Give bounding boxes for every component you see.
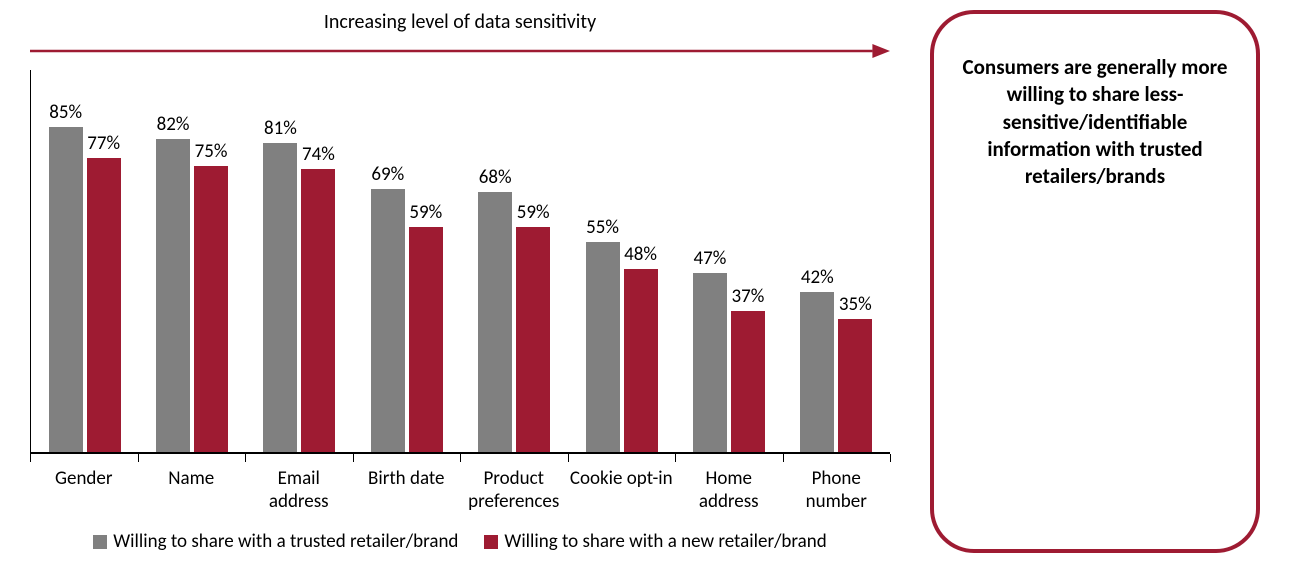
callout-panel: Consumers are generally more willing to … (930, 10, 1260, 553)
axis-tick (460, 454, 461, 462)
axis-tick (245, 454, 246, 462)
category-group: 82%75% (138, 70, 245, 452)
x-axis-labels: GenderNameEmail addressBirth dateProduct… (30, 462, 890, 514)
sensitivity-arrow: Increasing level of data sensitivity (30, 10, 890, 70)
x-category-label: Product preferences (460, 462, 568, 514)
legend: Willing to share with a trusted retailer… (30, 530, 890, 553)
bar: 85% (49, 127, 83, 452)
bar: 82% (156, 139, 190, 453)
bar: 35% (838, 319, 872, 453)
bar-value-label: 55% (573, 216, 633, 239)
bar-value-label: 77% (74, 132, 134, 155)
bar: 59% (516, 227, 550, 453)
legend-label: Willing to share with a new retailer/bra… (504, 530, 826, 553)
bar-value-label: 42% (787, 266, 847, 289)
category-group: 47% 37% (675, 70, 782, 452)
bar-value-label: 35% (825, 293, 885, 316)
bar-value-label: 59% (503, 201, 563, 224)
x-category-label: Name (138, 462, 246, 514)
bar-value-label: 47% (680, 247, 740, 270)
axis-tick (353, 454, 354, 462)
bars-row: 85%77%82%75%81%74%69%59%68%59%55%48%47%3… (30, 70, 890, 454)
arrow-icon (30, 40, 890, 62)
legend-swatch (93, 535, 107, 549)
x-axis-ticks (30, 454, 890, 462)
bar-value-label: 69% (358, 163, 418, 186)
bar: 69% (371, 189, 405, 453)
category-group: 85%77% (31, 70, 138, 452)
legend-swatch (484, 535, 498, 549)
category-group: 69%59% (353, 70, 460, 452)
bar: 75% (194, 166, 228, 453)
axis-tick (675, 454, 676, 462)
bar: 68% (478, 192, 512, 452)
bar-value-label: 74% (288, 143, 348, 166)
x-category-label: Birth date (353, 462, 461, 514)
axis-tick (568, 454, 569, 462)
bar-value-label: 81% (250, 117, 310, 140)
figure-container: Increasing level of data sensitivity 85%… (0, 0, 1290, 563)
x-category-label: Phone number (783, 462, 891, 514)
legend-label: Willing to share with a trusted retailer… (113, 530, 458, 553)
bar-value-label: 59% (396, 201, 456, 224)
category-group: 68%59% (461, 70, 568, 452)
chart-panel: Increasing level of data sensitivity 85%… (30, 10, 890, 553)
axis-tick (783, 454, 784, 462)
axis-tick (890, 454, 891, 462)
category-group: 55%48% (568, 70, 675, 452)
bar: 81% (263, 143, 297, 453)
bar: 48% (624, 269, 658, 453)
chart-area: 85%77%82%75%81%74%69%59%68%59%55%48%47%3… (30, 70, 890, 553)
bar-value-label: 68% (465, 166, 525, 189)
legend-item: Willing to share with a new retailer/bra… (484, 530, 826, 553)
category-group: 42%35% (783, 70, 890, 452)
x-category-label: Gender (30, 462, 138, 514)
axis-tick (138, 454, 139, 462)
bar-value-label: 48% (611, 243, 671, 266)
legend-item: Willing to share with a trusted retailer… (93, 530, 458, 553)
x-category-label: Cookie opt-in (568, 462, 676, 514)
x-category-label: Home address (675, 462, 783, 514)
bar: 59% (409, 227, 443, 453)
bar-value-label: 37% (718, 285, 778, 308)
axis-tick (30, 454, 31, 462)
bar-value-label: 85% (36, 101, 96, 124)
bar: 77% (87, 158, 121, 452)
bar: 42% (800, 292, 834, 453)
bar: 37% (731, 311, 765, 452)
bar: 55% (586, 242, 620, 452)
callout-text: Consumers are generally more willing to … (962, 54, 1228, 190)
arrow-label: Increasing level of data sensitivity (324, 10, 596, 34)
x-category-label: Email address (245, 462, 353, 514)
bar-value-label: 82% (143, 113, 203, 136)
bar: 74% (301, 169, 335, 452)
category-group: 81%74% (246, 70, 353, 452)
bar-value-label: 75% (181, 140, 241, 163)
callout-box: Consumers are generally more willing to … (930, 10, 1260, 553)
